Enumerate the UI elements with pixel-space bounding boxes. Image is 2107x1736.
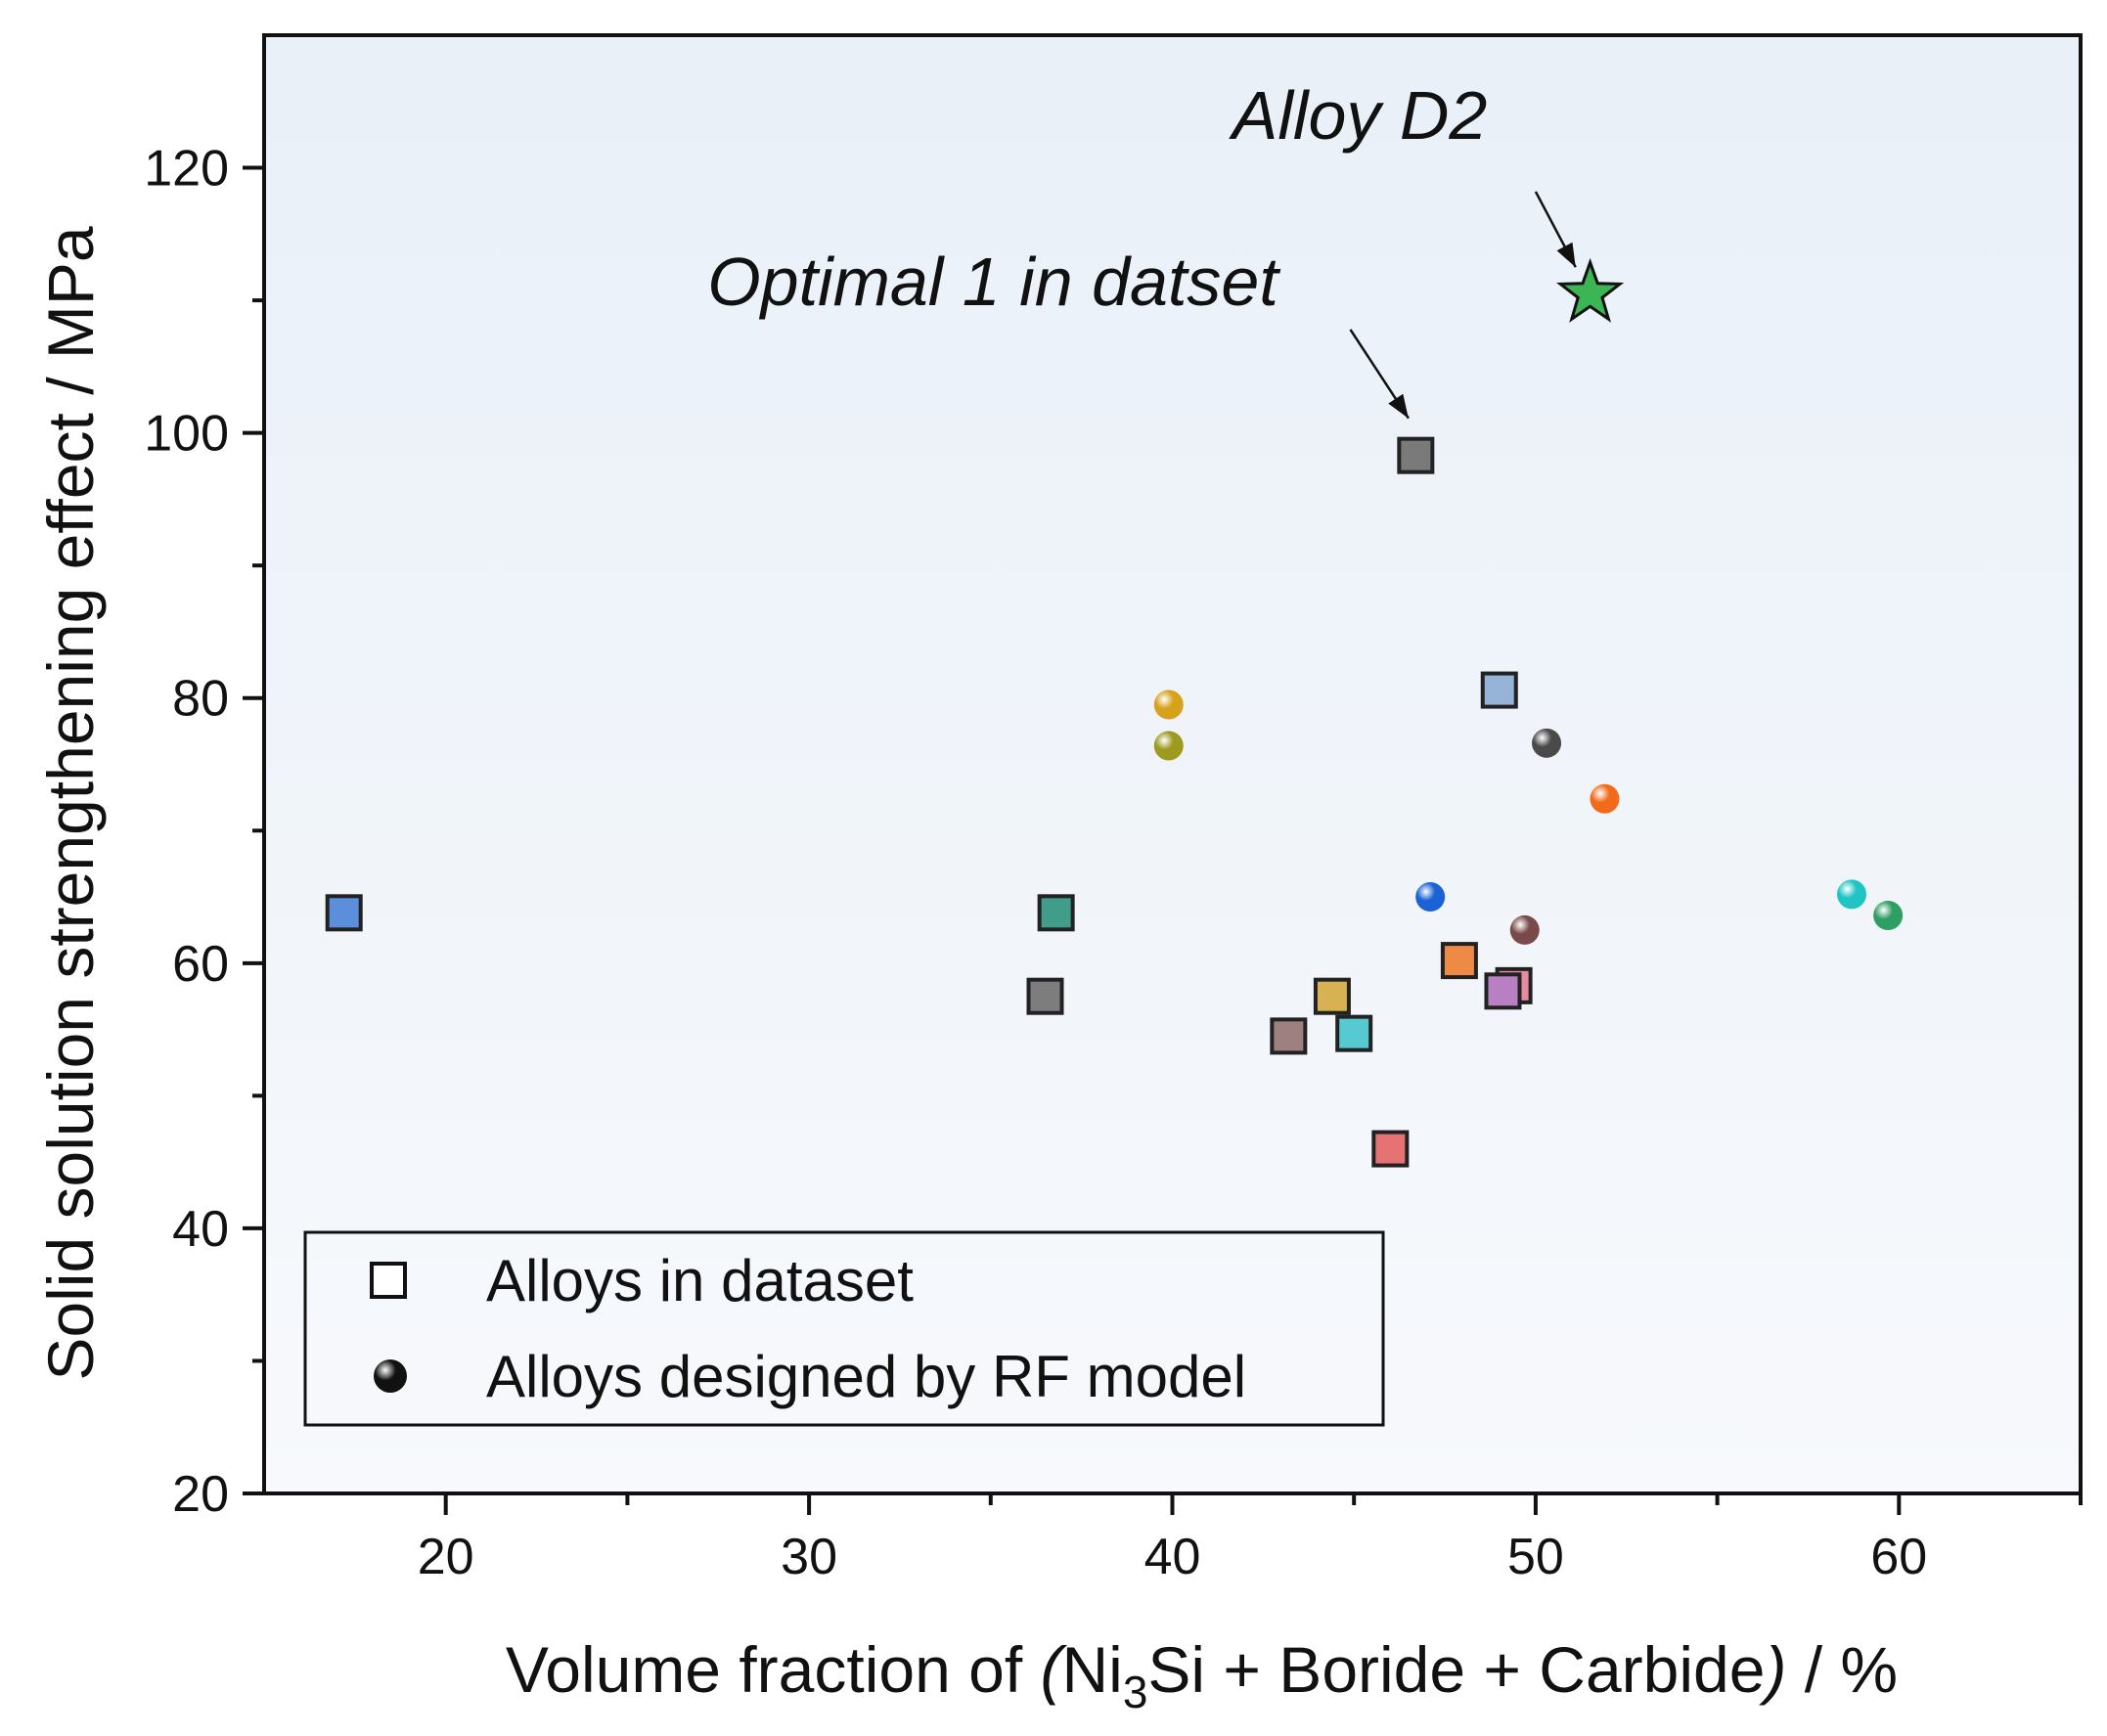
- annotation-arrow-head: [1556, 242, 1576, 268]
- x-title-prefix: Volume fraction of: [506, 1633, 1041, 1706]
- y-tick-label: 60: [172, 936, 229, 993]
- plot-background: [264, 35, 2081, 1493]
- dataset-alloy-point: [1440, 942, 1478, 980]
- x-title-unit: / %: [1786, 1633, 1898, 1706]
- legend-square-icon: [370, 1262, 407, 1299]
- rf-designed-alloy-point: [1590, 783, 1620, 814]
- y-tick-label: 100: [144, 406, 229, 463]
- dataset-alloy-point: [1480, 671, 1518, 709]
- rf-designed-alloy-point: [1509, 914, 1540, 945]
- dataset-alloy-point: [1397, 436, 1435, 474]
- x-tick-label: 50: [1507, 1529, 1564, 1585]
- rf-designed-alloy-point: [1532, 728, 1562, 758]
- x-tick-label: 20: [418, 1529, 474, 1585]
- y-tick-label: 80: [172, 671, 229, 728]
- x-tick-label: 60: [1870, 1529, 1927, 1585]
- x-tick-label: 30: [781, 1529, 837, 1585]
- rf-designed-alloy-point: [1837, 879, 1867, 910]
- legend-label: Alloys in dataset: [486, 1248, 914, 1313]
- legend-label: Alloys designed by RF model: [486, 1344, 1246, 1409]
- x-title-rest: Si + Boride + Carbide: [1147, 1633, 1765, 1706]
- annotation-arrow-head: [1388, 393, 1409, 419]
- x-title-subscript: 3: [1123, 1667, 1148, 1717]
- dataset-alloy-point: [1313, 977, 1351, 1015]
- x-tick-label: 40: [1144, 1529, 1201, 1585]
- dataset-alloy-point: [1335, 1014, 1373, 1052]
- rf-designed-alloy-point: [1153, 690, 1184, 720]
- y-tick-label: 20: [172, 1466, 229, 1523]
- alloy-d2-star: [1555, 257, 1625, 323]
- y-axis-title: Solid solution strengthening effect / MP…: [34, 226, 107, 1380]
- y-tick-label: 120: [144, 141, 229, 198]
- dataset-alloy-point: [1270, 1017, 1308, 1055]
- dataset-alloy-point: [1026, 977, 1064, 1015]
- dataset-alloy-point: [1037, 894, 1075, 932]
- rf-designed-alloy-point: [1415, 882, 1446, 913]
- annotation-label: Optimal 1 in datset: [707, 244, 1280, 320]
- y-tick-label: 40: [172, 1201, 229, 1258]
- axes: 20 30 40 50 60 20 40 60 80 100 120: [144, 33, 2083, 1585]
- annotations: Alloy D2 Optimal 1 in datset: [707, 77, 1577, 420]
- legend-sphere-icon: [374, 1359, 407, 1393]
- rf-designed-alloy-point: [1873, 901, 1904, 931]
- legend: Alloys in dataset Alloys designed by RF m…: [303, 1230, 1385, 1427]
- legend-box: [303, 1230, 1385, 1427]
- data-markers: [325, 257, 1904, 1168]
- dataset-alloy-point: [325, 894, 363, 932]
- dataset-alloy-point: [1371, 1130, 1410, 1168]
- dataset-alloy-point: [1484, 972, 1522, 1010]
- x-axis-title: Volume fraction of (Ni3Si + Boride + Car…: [506, 1633, 1898, 1717]
- x-title-ni: Ni: [1061, 1633, 1122, 1706]
- annotation-label: Alloy D2: [1229, 77, 1488, 154]
- rf-designed-alloy-point: [1153, 731, 1184, 761]
